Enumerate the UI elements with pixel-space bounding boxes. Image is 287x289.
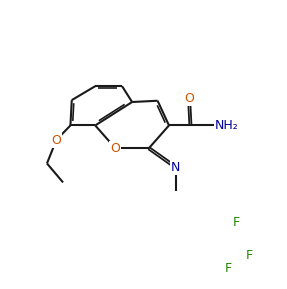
Text: O: O: [110, 142, 120, 155]
Text: O: O: [51, 134, 61, 147]
Text: F: F: [224, 262, 232, 275]
Text: F: F: [246, 249, 253, 262]
Text: N: N: [171, 161, 180, 174]
Text: F: F: [232, 216, 240, 229]
Text: O: O: [184, 92, 194, 105]
Text: NH₂: NH₂: [215, 119, 238, 132]
